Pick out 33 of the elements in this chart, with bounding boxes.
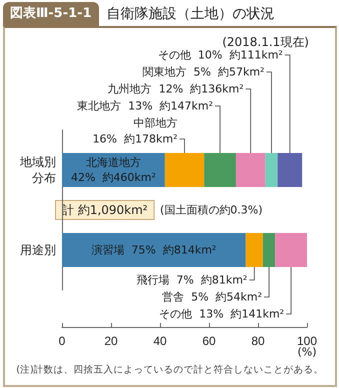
chart-title: 自衛隊施設（土地）の状況 — [106, 5, 275, 23]
data-label: 中部地方 16% 約178km² — [92, 116, 178, 146]
data-label: その他 13% 約141km² — [159, 308, 284, 320]
text: 図表Ⅲ-5-1-1 — [3, 2, 99, 26]
bar — [204, 153, 236, 187]
y-tick-label: 用途別 — [20, 243, 56, 257]
text: (注)計数は、四捨五入によっているので計と符合しないことがある。 — [16, 364, 324, 376]
data-label: 九州地方 12% 約136km² — [108, 82, 244, 96]
x-tick-label: 0 — [58, 334, 66, 348]
bar — [246, 233, 263, 267]
x-tick-label: 60 — [202, 334, 216, 348]
x-tick-label: 20 — [104, 334, 118, 348]
data-label: その他 10% 約111km² — [158, 48, 283, 62]
x-tick-label: 80 — [251, 334, 265, 348]
bar — [62, 233, 246, 267]
bar — [278, 153, 302, 187]
data-label: 演習場 75% 約814km² — [91, 244, 216, 256]
bar — [265, 153, 278, 187]
x-tick-label: 100 — [296, 334, 318, 348]
y-tick-label: 地域別分布 — [19, 155, 56, 185]
bar — [164, 153, 204, 187]
data-label: 営舎 5% 約54km² — [162, 290, 262, 304]
annotation: (国土面積の約0.3%) — [160, 204, 263, 216]
bar — [236, 153, 266, 187]
data-label: 北海道地方 42% 約460km² — [70, 156, 156, 184]
bar — [275, 233, 307, 267]
x-tick-label: 40 — [153, 334, 167, 348]
data-label: 東北地方 13% 約147km² — [77, 100, 214, 112]
x-axis-title: (%) — [297, 346, 317, 358]
bar — [262, 233, 276, 267]
text: (2018.1.1現在) — [222, 35, 309, 49]
data-label: 関東地方 5% 約57km² — [142, 66, 264, 78]
data-label: 飛行場 7% 約81km² — [136, 274, 248, 286]
